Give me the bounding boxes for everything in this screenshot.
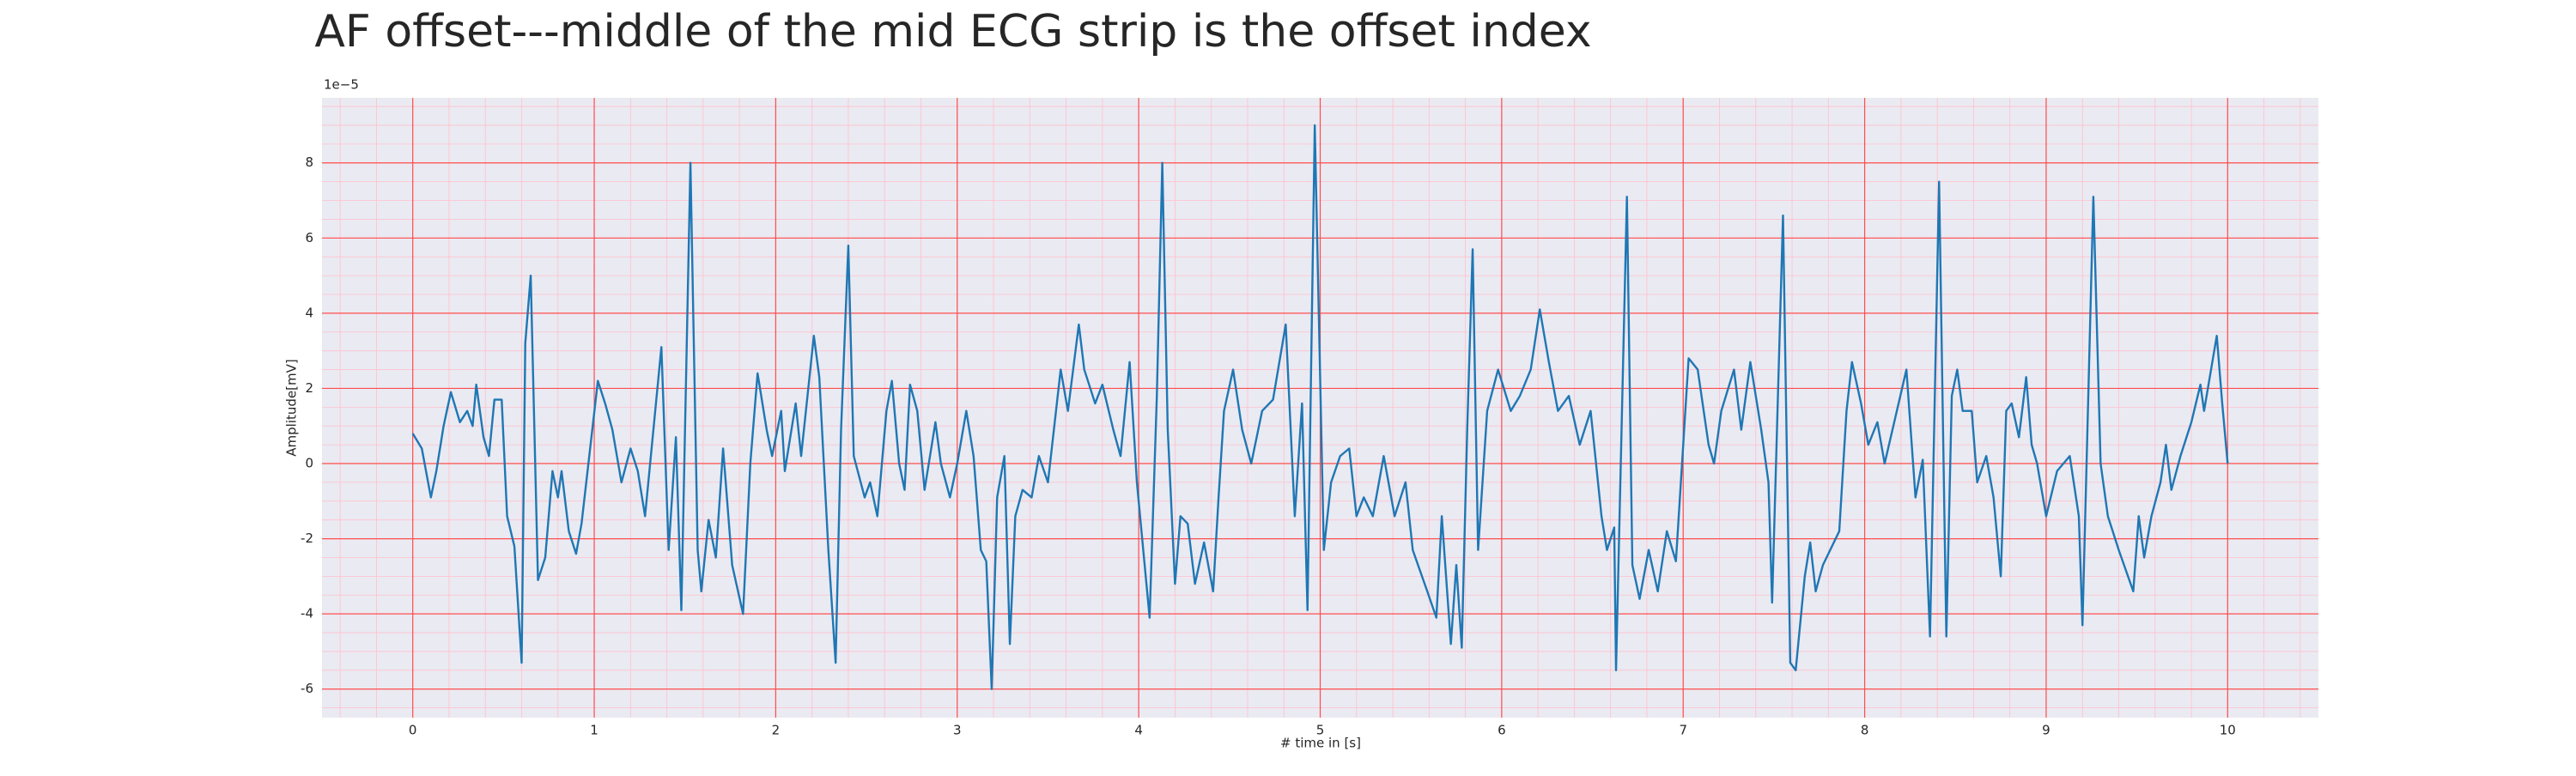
x-tick-label: 0 <box>409 723 417 738</box>
y-tick-label: 6 <box>305 230 313 246</box>
y-tick-label: 4 <box>305 305 313 320</box>
x-tick-label: 2 <box>772 723 781 738</box>
x-axis-label: # time in [s] <box>1280 736 1361 751</box>
x-tick-label: 9 <box>2042 723 2050 738</box>
chart-title: AF offset---middle of the mid ECG strip … <box>314 6 1591 58</box>
x-tick-label: 8 <box>1861 723 1869 738</box>
x-tick-label: 10 <box>2220 723 2236 738</box>
ecg-line <box>411 124 2229 690</box>
y-tick-label: -4 <box>301 606 313 621</box>
y-tick-label: 2 <box>305 380 313 396</box>
y-tick-label: 8 <box>305 155 313 170</box>
y-tick-label: -2 <box>301 530 313 546</box>
y-tick-label: -6 <box>301 681 313 696</box>
x-tick-label: 5 <box>1316 723 1325 738</box>
x-tick-label: 3 <box>953 723 962 738</box>
y-axis-label: Amplitude[mV] <box>284 359 300 456</box>
x-tick-label: 4 <box>1134 723 1143 738</box>
x-tick-label: 6 <box>1498 723 1506 738</box>
y-offset-label: 1e−5 <box>324 77 359 93</box>
x-tick-label: 7 <box>1679 723 1687 738</box>
y-tick-label: 0 <box>305 456 313 471</box>
x-tick-label: 1 <box>590 723 598 738</box>
